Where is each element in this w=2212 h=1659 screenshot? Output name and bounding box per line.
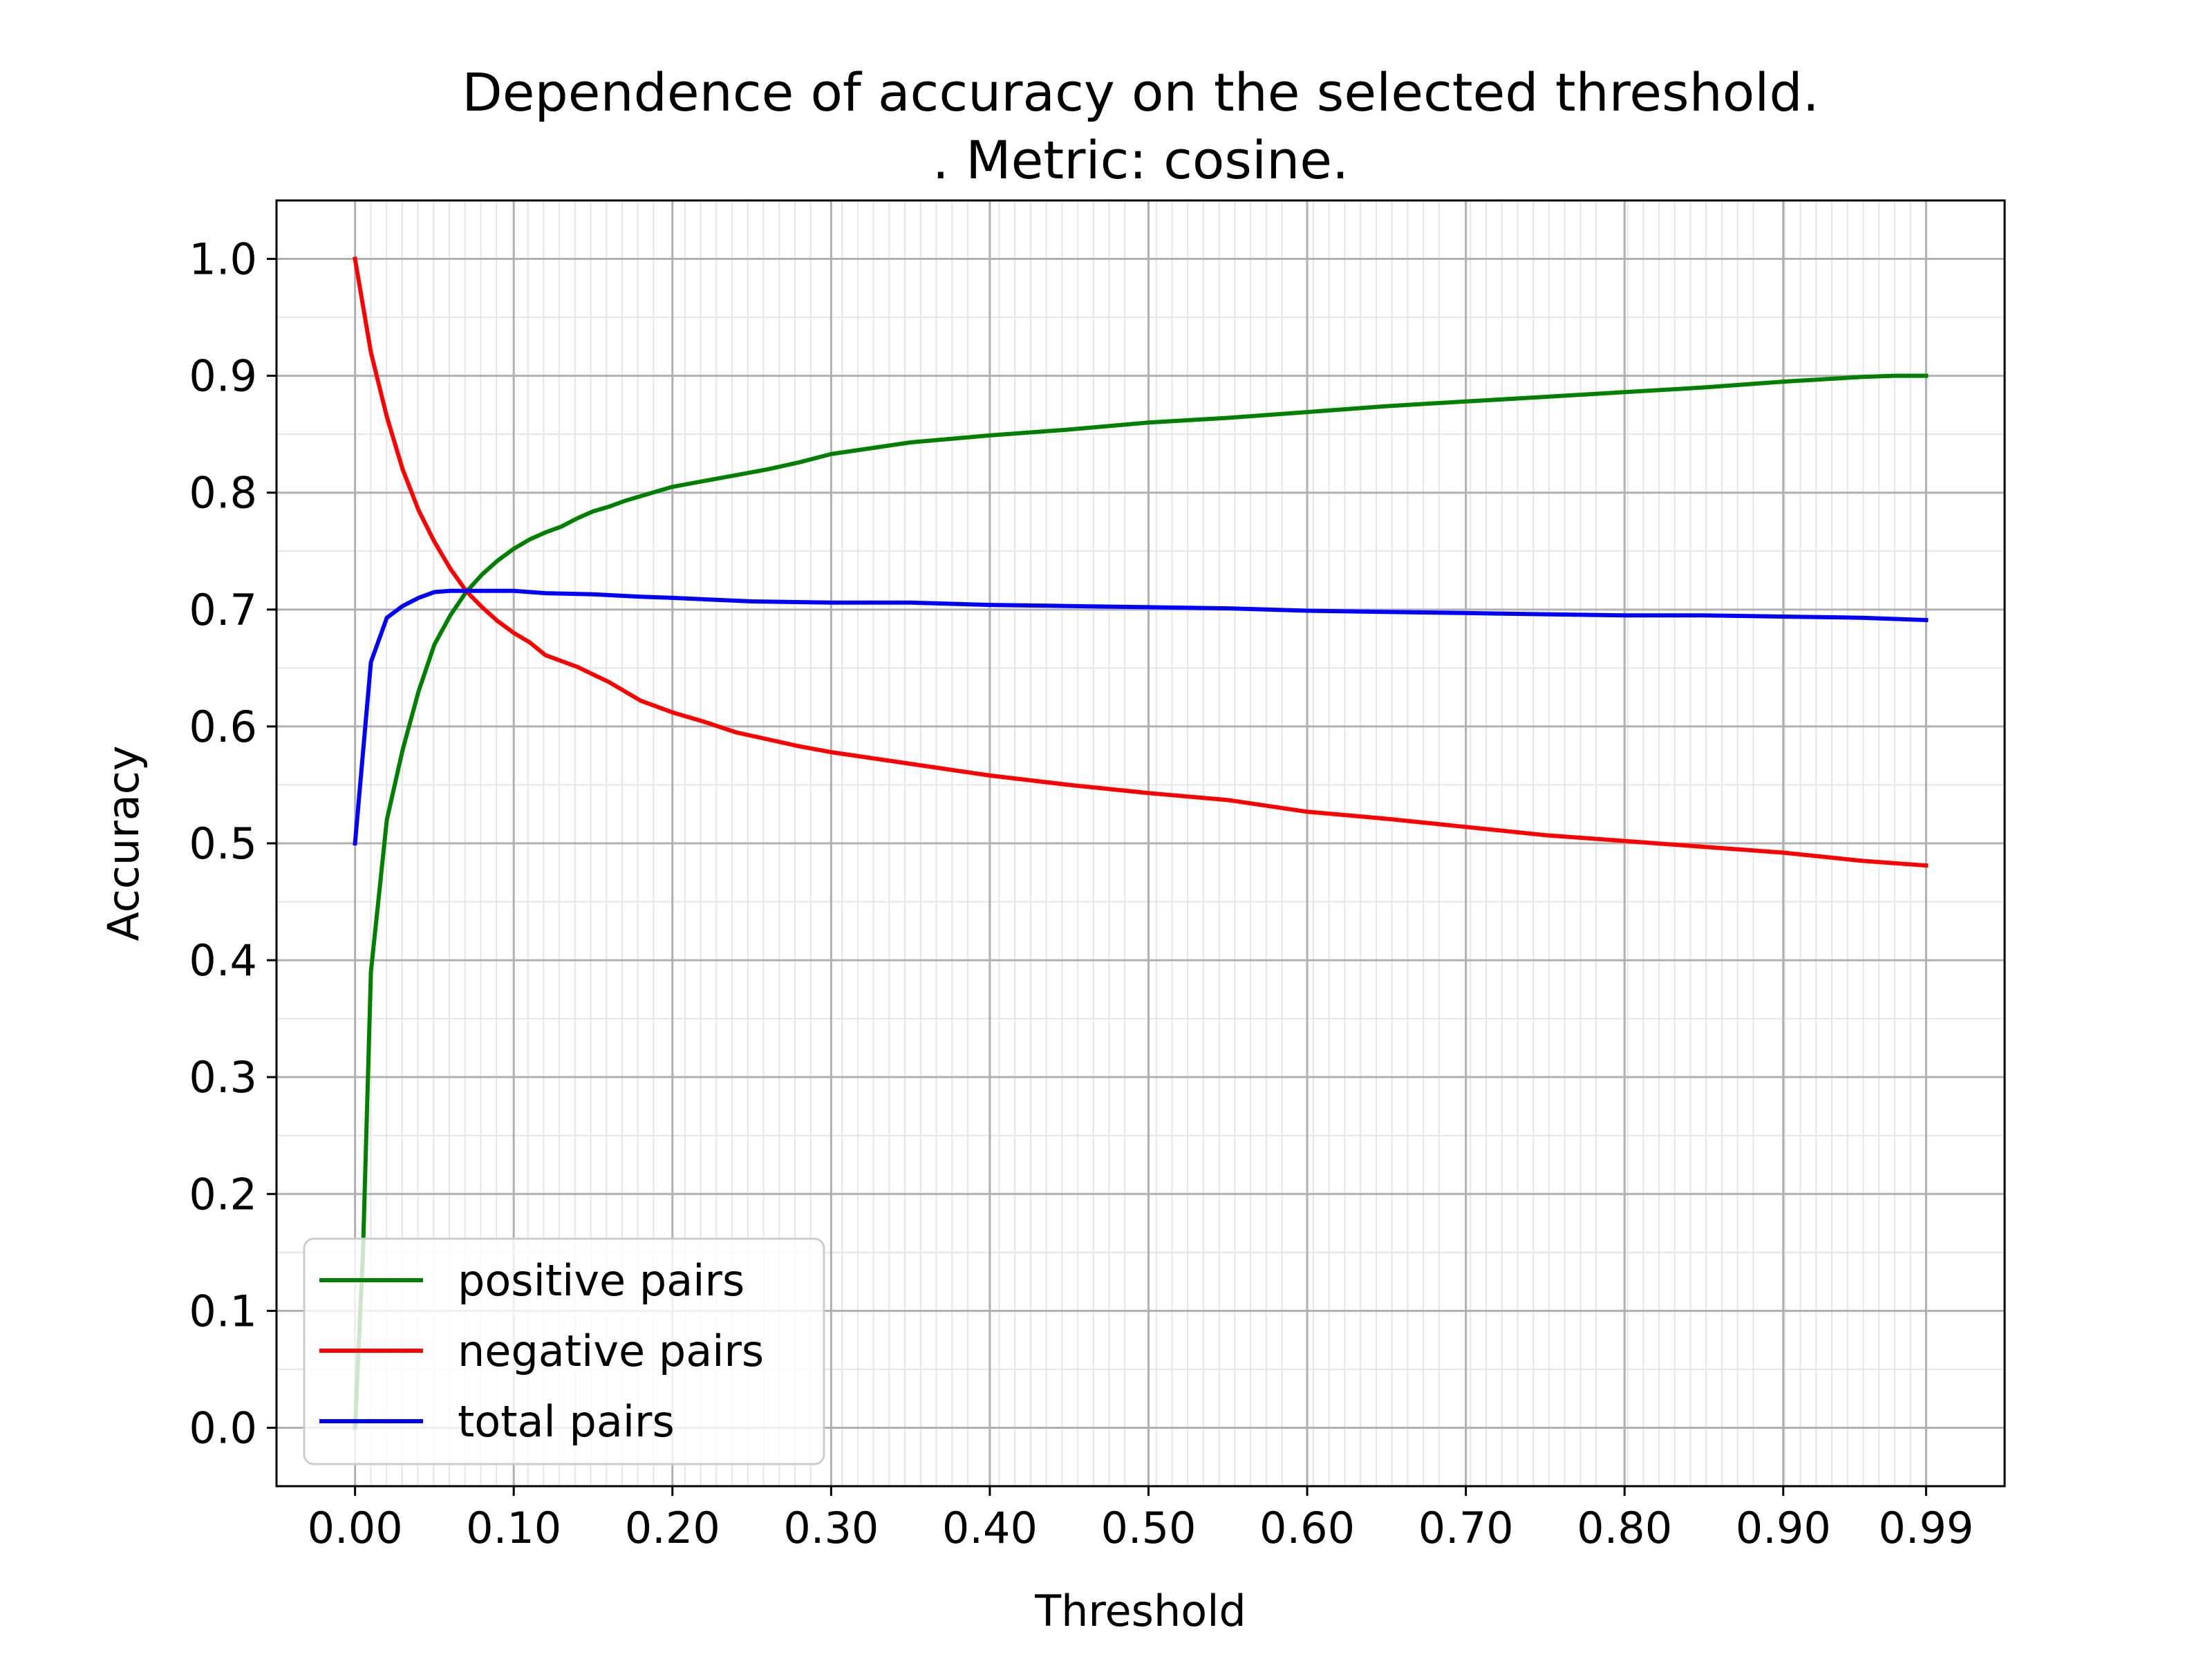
y-tick-label: 0.7 [189,585,257,635]
legend-label-negative: negative pairs [458,1326,764,1376]
y-tick-label: 0.9 [189,351,257,402]
chart-title-line-1: Dependence of accuracy on the selected t… [462,62,1819,123]
x-tick-label: 0.30 [783,1503,879,1553]
x-axis-ticks: 0.00 0.10 0.20 0.30 0.40 0.50 0.60 0.70 0.80 0.90… [308,1486,1974,1553]
y-tick-label: 0.2 [189,1169,257,1219]
series-line-negative [353,256,1929,868]
y-tick-label: 1.0 [189,234,257,285]
y-tick-label: 0.0 [189,1403,257,1453]
x-tick-label: 0.00 [308,1503,403,1553]
x-tick-label: 0.99 [1878,1503,1974,1553]
x-axis-label: Threshold [1034,1586,1246,1636]
y-axis-label: Accuracy [98,745,149,941]
x-tick-label: 0.90 [1736,1503,1831,1553]
chart-title-line-2: . Metric: cosine. [932,129,1349,191]
y-tick-label: 0.5 [189,818,257,869]
y-tick-label: 0.4 [189,935,257,986]
legend-label-positive: positive pairs [458,1255,744,1306]
x-tick-label: 0.80 [1577,1503,1672,1553]
y-axis-ticks: 0.0 0.1 0.2 0.3 0.4 0.5 0.6 0.7 0.8 0.9 1.0 [189,234,276,1453]
y-tick-label: 0.6 [189,702,257,752]
y-tick-label: 0.3 [189,1052,257,1103]
major-grid [276,200,2005,1486]
y-tick-label: 0.1 [189,1286,257,1336]
x-tick-label: 0.20 [625,1503,720,1553]
x-tick-label: 0.70 [1418,1503,1514,1553]
series-layer [353,256,1929,1430]
x-tick-label: 0.50 [1100,1503,1196,1553]
legend: positive pairs negative pairs total pair… [303,1237,825,1465]
y-tick-label: 0.8 [189,468,257,518]
series-line-total [353,588,1929,846]
x-tick-label: 0.10 [466,1503,561,1553]
series-line-positive [353,373,1929,1430]
legend-label-total: total pairs [458,1396,675,1447]
legend-box [303,1237,825,1465]
x-tick-label: 0.40 [942,1503,1038,1553]
x-tick-label: 0.60 [1259,1503,1355,1553]
